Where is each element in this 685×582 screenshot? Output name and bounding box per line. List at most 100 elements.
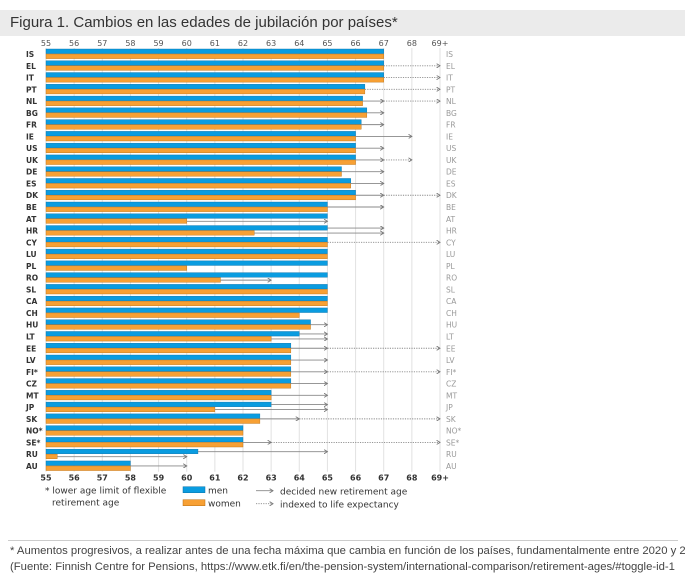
country-label-left: SK [26, 415, 38, 424]
bar-women [45, 89, 366, 95]
country-label-left: DE [26, 168, 37, 177]
bar-women [45, 359, 292, 365]
country-label-left: UK [26, 156, 39, 165]
legend-label-women: women [208, 500, 241, 510]
x-tick-label-bottom: 64 [294, 474, 306, 483]
x-tick-label-bottom: 63 [266, 474, 277, 483]
bar-men [45, 343, 292, 349]
bar-men [45, 95, 363, 101]
bar-men [45, 413, 261, 419]
bar-women [45, 395, 272, 401]
bar-men [45, 437, 244, 443]
country-label-right: MT [446, 391, 457, 400]
country-label-left: LU [26, 250, 37, 259]
country-label-left: SE* [26, 438, 41, 447]
bar-women [45, 383, 292, 389]
x-tick-label-bottom: 66 [350, 474, 362, 483]
country-label-left: DK [26, 191, 39, 200]
country-label-left: AU [26, 462, 38, 471]
x-tick-label-bottom: 62 [237, 474, 248, 483]
x-tick-label-top: 63 [266, 39, 276, 48]
figure-title-bar: Figura 1. Cambios en las edades de jubil… [0, 10, 685, 36]
x-tick-label-top: 60 [182, 39, 192, 48]
country-label-right: NO* [446, 427, 462, 436]
bar-men [45, 154, 356, 160]
bar-women [45, 159, 356, 165]
x-tick-label-top: 57 [97, 39, 107, 48]
bar-women [45, 253, 328, 259]
retirement-age-chart: 55 55 56 56 57 57 58 58 59 59 60 60 61 61 62 62 63 63 64 64… [25, 39, 462, 511]
footnote-2: (Fuente: Finnish Centre for Pensions, ht… [10, 561, 675, 573]
bar-men [45, 213, 328, 219]
country-label-right: DK [446, 191, 458, 200]
bar-men [45, 190, 356, 196]
bar-men [45, 460, 131, 466]
country-label-right: LT [446, 332, 454, 341]
bar-women [45, 206, 328, 212]
legend-asterisk-note-2: retirement age [52, 499, 120, 509]
country-label-left: PL [26, 262, 36, 271]
bar-men [45, 107, 368, 113]
country-label-right: RU [446, 450, 457, 459]
country-label-right: LU [446, 250, 455, 259]
country-label-right: BG [446, 109, 457, 118]
country-label-left: LT [26, 332, 36, 341]
bar-women [45, 465, 131, 471]
bar-men [45, 284, 328, 290]
country-label-right: BE [446, 203, 456, 212]
country-label-right: FR [446, 121, 456, 130]
bar-men [45, 319, 311, 325]
x-tick-label-top: 56 [69, 39, 79, 48]
x-tick-label-top: 64 [294, 39, 304, 48]
country-label-left: CY [26, 238, 38, 247]
bar-women [45, 406, 216, 412]
country-label-right: CY [446, 238, 456, 247]
country-label-left: CH [26, 309, 38, 318]
bar-women [45, 171, 342, 177]
country-label-right: AU [446, 462, 457, 471]
country-label-left: FI* [26, 368, 38, 377]
country-label-right: FI* [446, 368, 457, 377]
country-label-left: BE [26, 203, 37, 212]
country-label-right: DE [446, 168, 457, 177]
bar-women [45, 124, 362, 130]
bar-men [45, 390, 272, 396]
country-label-right: ES [446, 179, 456, 188]
x-tick-label-top: 69+ [432, 39, 449, 48]
bar-women [45, 453, 58, 459]
country-label-left: IE [26, 132, 34, 141]
bar-men [45, 425, 244, 431]
bar-women [45, 371, 292, 377]
country-label-right: UK [446, 156, 457, 165]
x-tick-label-top: 61 [210, 39, 220, 48]
x-tick-label-bottom: 58 [125, 474, 137, 483]
country-label-left: EL [26, 62, 36, 71]
x-tick-label-top: 59 [153, 39, 163, 48]
bar-men [45, 166, 342, 172]
x-tick-label-bottom: 61 [209, 474, 221, 483]
divider [8, 540, 678, 541]
country-label-left: IS [26, 50, 34, 59]
bar-women [45, 195, 356, 201]
country-label-left: NO* [26, 427, 43, 436]
country-label-left: BG [26, 109, 38, 118]
bar-men [45, 248, 328, 254]
x-tick-label-bottom: 68 [406, 474, 418, 483]
country-label-right: IT [446, 74, 453, 83]
country-label-right: HR [446, 227, 457, 236]
x-tick-label-top: 66 [350, 39, 360, 48]
bar-men [45, 295, 328, 301]
bar-men [45, 401, 272, 407]
country-label-left: RU [26, 450, 38, 459]
country-label-right: US [446, 144, 456, 153]
x-tick-label-bottom: 60 [181, 474, 193, 483]
bar-men [45, 84, 366, 90]
figure-title: Figura 1. Cambios en las edades de jubil… [10, 14, 398, 31]
bar-men [45, 448, 199, 454]
footnote-1: * Aumentos progresivos, a realizar antes… [10, 545, 685, 557]
country-label-left: HU [26, 321, 38, 330]
bar-women [45, 100, 363, 106]
bar-men [45, 72, 384, 78]
bar-women [45, 136, 356, 142]
country-label-right: EL [446, 62, 456, 71]
